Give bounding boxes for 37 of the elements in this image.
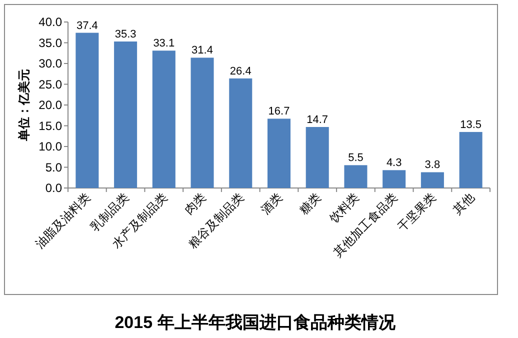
bar bbox=[344, 165, 368, 188]
data-label: 33.1 bbox=[153, 38, 175, 50]
bar bbox=[420, 172, 444, 188]
bar bbox=[114, 42, 138, 188]
y-tick-label: 35.0 bbox=[38, 36, 62, 50]
x-tick-label: 肉类 bbox=[182, 190, 208, 218]
data-label: 14.7 bbox=[306, 114, 328, 126]
x-tick-label: 酒类 bbox=[258, 190, 286, 218]
data-label: 31.4 bbox=[192, 44, 213, 57]
bar bbox=[306, 126, 329, 188]
data-label: 16.7 bbox=[268, 106, 290, 118]
data-label: 37.4 bbox=[76, 20, 98, 32]
text: 2015 年上半年我国进口食品种类情况 bbox=[114, 313, 396, 332]
y-tick-label: 5.0 bbox=[45, 160, 62, 174]
y-axis-title: 单位：亿美元 bbox=[17, 69, 31, 142]
data-label: 4.3 bbox=[386, 157, 402, 170]
x-tick-label: 糖类 bbox=[296, 190, 324, 218]
bar bbox=[152, 50, 176, 188]
y-tick-label: 10.0 bbox=[38, 140, 62, 154]
y-tick-label: 20.0 bbox=[38, 98, 62, 112]
y-tick-label: 25.0 bbox=[38, 77, 62, 92]
bar bbox=[76, 32, 99, 188]
y-tick-label: 0.0 bbox=[45, 181, 62, 195]
bar bbox=[382, 170, 406, 188]
data-label: 5.5 bbox=[348, 152, 364, 164]
data-label: 35.3 bbox=[114, 28, 136, 41]
bar bbox=[190, 58, 214, 188]
x-tick-label: 其他 bbox=[450, 190, 477, 218]
y-tick-label: 15.0 bbox=[38, 118, 62, 133]
bar bbox=[459, 132, 482, 188]
data-label: 26.4 bbox=[230, 65, 252, 78]
y-tick-label: 30.0 bbox=[38, 56, 62, 70]
bar bbox=[229, 78, 252, 188]
data-label: 3.8 bbox=[424, 159, 440, 172]
data-label: 13.5 bbox=[460, 118, 482, 131]
bar bbox=[267, 118, 291, 188]
y-tick-label: 40.0 bbox=[38, 15, 62, 29]
